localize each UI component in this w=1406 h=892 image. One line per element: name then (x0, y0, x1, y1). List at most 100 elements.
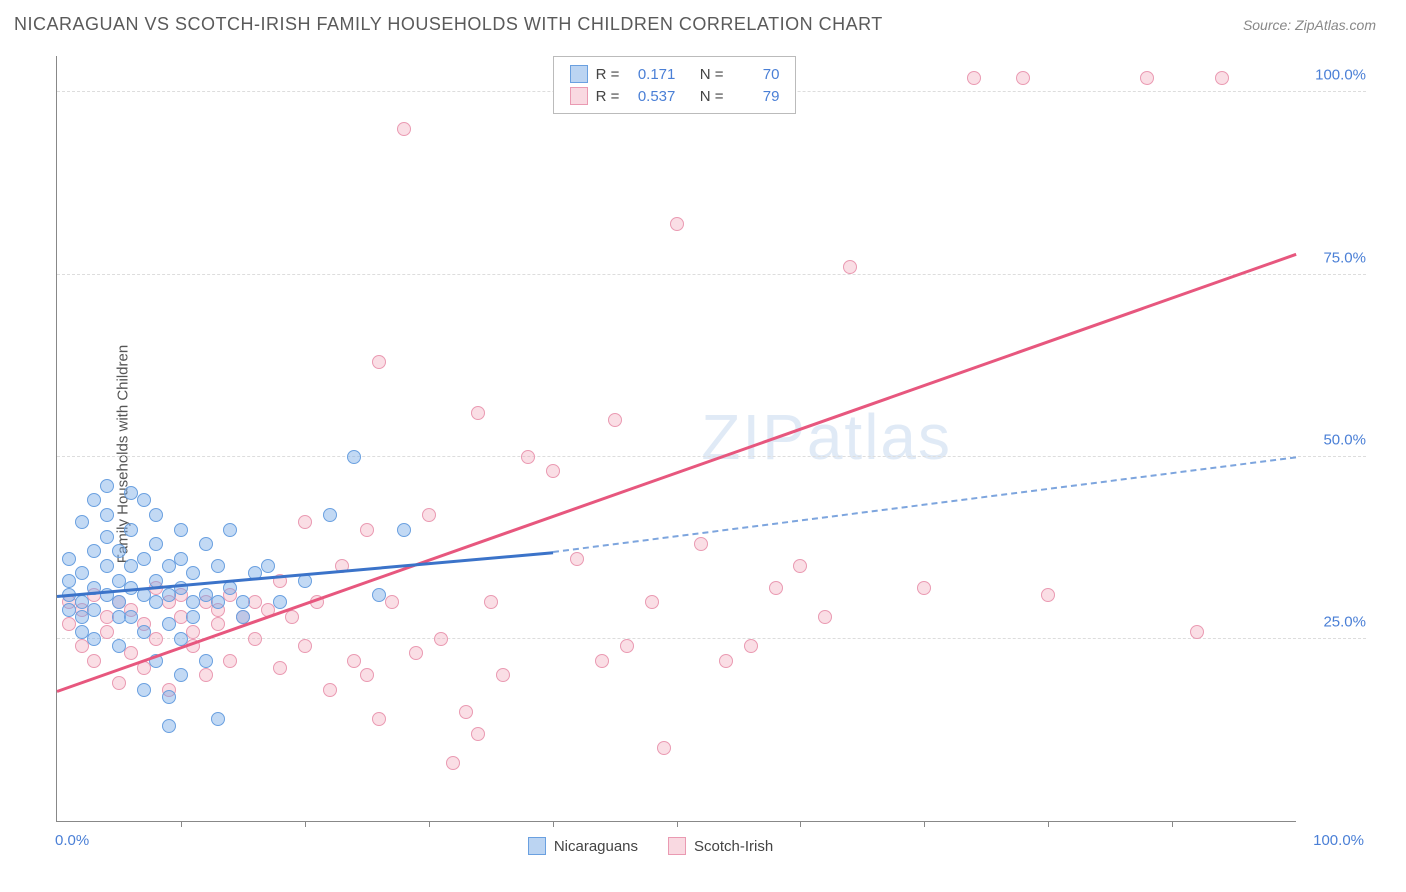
y-tick-label: 75.0% (1323, 249, 1366, 266)
stats-row-pink: R = 0.537 N = 79 (570, 85, 780, 107)
data-point-pink (347, 654, 361, 668)
trendline-blue-dashed (552, 457, 1296, 554)
series-legend: Nicaraguans Scotch-Irish (528, 837, 773, 855)
swatch-pink-icon (570, 87, 588, 105)
data-point-blue (100, 508, 114, 522)
data-point-blue (174, 552, 188, 566)
legend-item-blue: Nicaraguans (528, 837, 638, 855)
data-point-pink (1190, 625, 1204, 639)
data-point-blue (273, 595, 287, 609)
gridline (57, 456, 1366, 457)
data-point-pink (595, 654, 609, 668)
data-point-blue (199, 654, 213, 668)
source-attribution: Source: ZipAtlas.com (1243, 17, 1376, 33)
data-point-pink (248, 632, 262, 646)
data-point-blue (211, 712, 225, 726)
data-point-blue (100, 559, 114, 573)
data-point-pink (620, 639, 634, 653)
data-point-pink (657, 741, 671, 755)
data-point-pink (273, 661, 287, 675)
x-tick (553, 821, 554, 827)
data-point-pink (1140, 71, 1154, 85)
stat-r-value: 0.171 (627, 66, 675, 83)
data-point-pink (149, 632, 163, 646)
data-point-pink (645, 595, 659, 609)
data-point-pink (967, 71, 981, 85)
gridline (57, 274, 1366, 275)
watermark-bold: ZIP (701, 401, 807, 473)
stats-row-blue: R = 0.171 N = 70 (570, 63, 780, 85)
data-point-blue (87, 544, 101, 558)
data-point-blue (87, 493, 101, 507)
data-point-pink (422, 508, 436, 522)
data-point-pink (843, 260, 857, 274)
data-point-blue (62, 552, 76, 566)
data-point-blue (162, 690, 176, 704)
data-point-pink (917, 581, 931, 595)
data-point-blue (137, 493, 151, 507)
x-tick (429, 821, 430, 827)
stat-n-label: N = (700, 66, 724, 83)
stats-legend-box: R = 0.171 N = 70 R = 0.537 N = 79 (553, 56, 797, 114)
data-point-blue (75, 566, 89, 580)
data-point-blue (397, 523, 411, 537)
data-point-blue (100, 479, 114, 493)
data-point-pink (793, 559, 807, 573)
watermark-thin: atlas (807, 401, 952, 473)
data-point-blue (186, 610, 200, 624)
legend-item-pink: Scotch-Irish (668, 837, 773, 855)
x-tick (924, 821, 925, 827)
data-point-pink (372, 712, 386, 726)
x-tick (181, 821, 182, 827)
data-point-blue (137, 625, 151, 639)
x-tick (800, 821, 801, 827)
data-point-blue (174, 523, 188, 537)
data-point-pink (409, 646, 423, 660)
plot-area: ZIPatlas R = 0.171 N = 70 R = 0.537 N = … (56, 56, 1296, 822)
data-point-blue (87, 603, 101, 617)
stat-r-label: R = (596, 88, 620, 105)
x-tick-max: 100.0% (1313, 832, 1364, 849)
data-point-pink (670, 217, 684, 231)
data-point-pink (124, 646, 138, 660)
data-point-pink (199, 668, 213, 682)
watermark: ZIPatlas (701, 400, 952, 474)
data-point-pink (446, 756, 460, 770)
legend-label: Scotch-Irish (694, 838, 773, 855)
data-point-pink (719, 654, 733, 668)
data-point-blue (174, 668, 188, 682)
data-point-pink (298, 515, 312, 529)
data-point-blue (211, 595, 225, 609)
data-point-pink (87, 654, 101, 668)
data-point-blue (75, 515, 89, 529)
data-point-blue (162, 719, 176, 733)
data-point-pink (100, 625, 114, 639)
swatch-blue-icon (528, 837, 546, 855)
data-point-blue (162, 617, 176, 631)
data-point-pink (298, 639, 312, 653)
data-point-pink (360, 668, 374, 682)
data-point-pink (186, 625, 200, 639)
stat-n-value: 70 (731, 66, 779, 83)
data-point-blue (211, 559, 225, 573)
data-point-pink (694, 537, 708, 551)
data-point-pink (471, 406, 485, 420)
data-point-blue (347, 450, 361, 464)
data-point-blue (323, 508, 337, 522)
data-point-blue (112, 639, 126, 653)
y-tick-label: 100.0% (1315, 67, 1366, 84)
stat-r-label: R = (596, 66, 620, 83)
x-tick-min: 0.0% (55, 832, 89, 849)
data-point-blue (124, 523, 138, 537)
data-point-blue (199, 537, 213, 551)
data-point-blue (100, 530, 114, 544)
data-point-pink (459, 705, 473, 719)
swatch-pink-icon (668, 837, 686, 855)
data-point-blue (137, 683, 151, 697)
x-tick (1172, 821, 1173, 827)
data-point-blue (372, 588, 386, 602)
data-point-blue (112, 544, 126, 558)
data-point-pink (360, 523, 374, 537)
data-point-pink (385, 595, 399, 609)
data-point-blue (124, 610, 138, 624)
